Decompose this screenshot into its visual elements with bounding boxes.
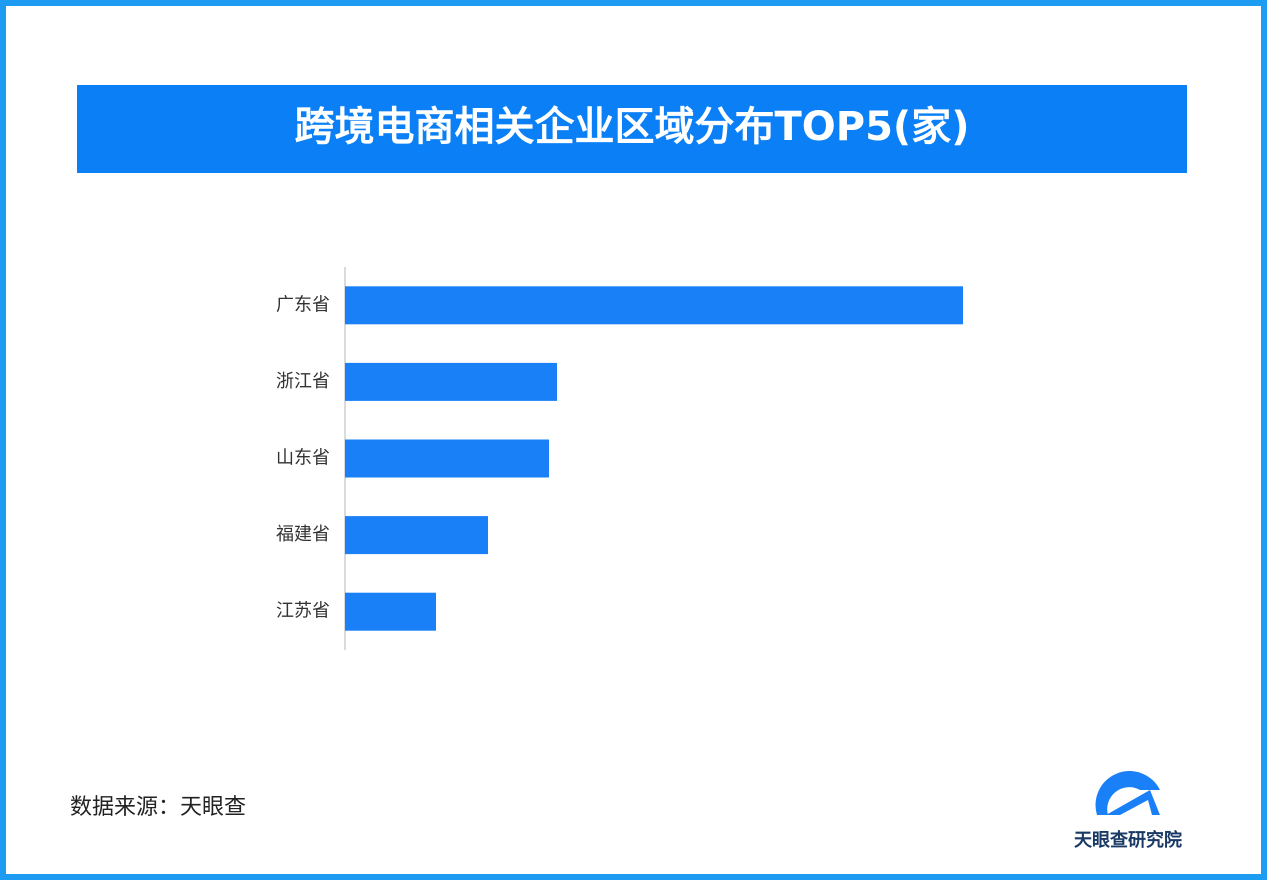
logo-text: 天眼查研究院 [1074,829,1182,851]
chart-title: 跨境电商相关企业区域分布TOP5(家) [295,104,970,150]
y-tick-label: 福建省 [276,524,330,545]
source: 数据来源：天眼查 [70,795,246,820]
bar [345,362,557,401]
bar [345,286,963,325]
logo-cut [1120,800,1152,815]
logo [1095,771,1160,815]
y-tick-label: 浙江省 [276,371,330,392]
bar [345,516,488,555]
y-tick-label: 江苏省 [276,601,330,622]
bar [345,439,549,478]
bar [345,592,436,631]
title-bar [77,85,1187,173]
logo-arc [1095,771,1160,815]
y-tick-label: 山东省 [276,448,330,469]
y-tick-label: 广东省 [276,294,330,315]
